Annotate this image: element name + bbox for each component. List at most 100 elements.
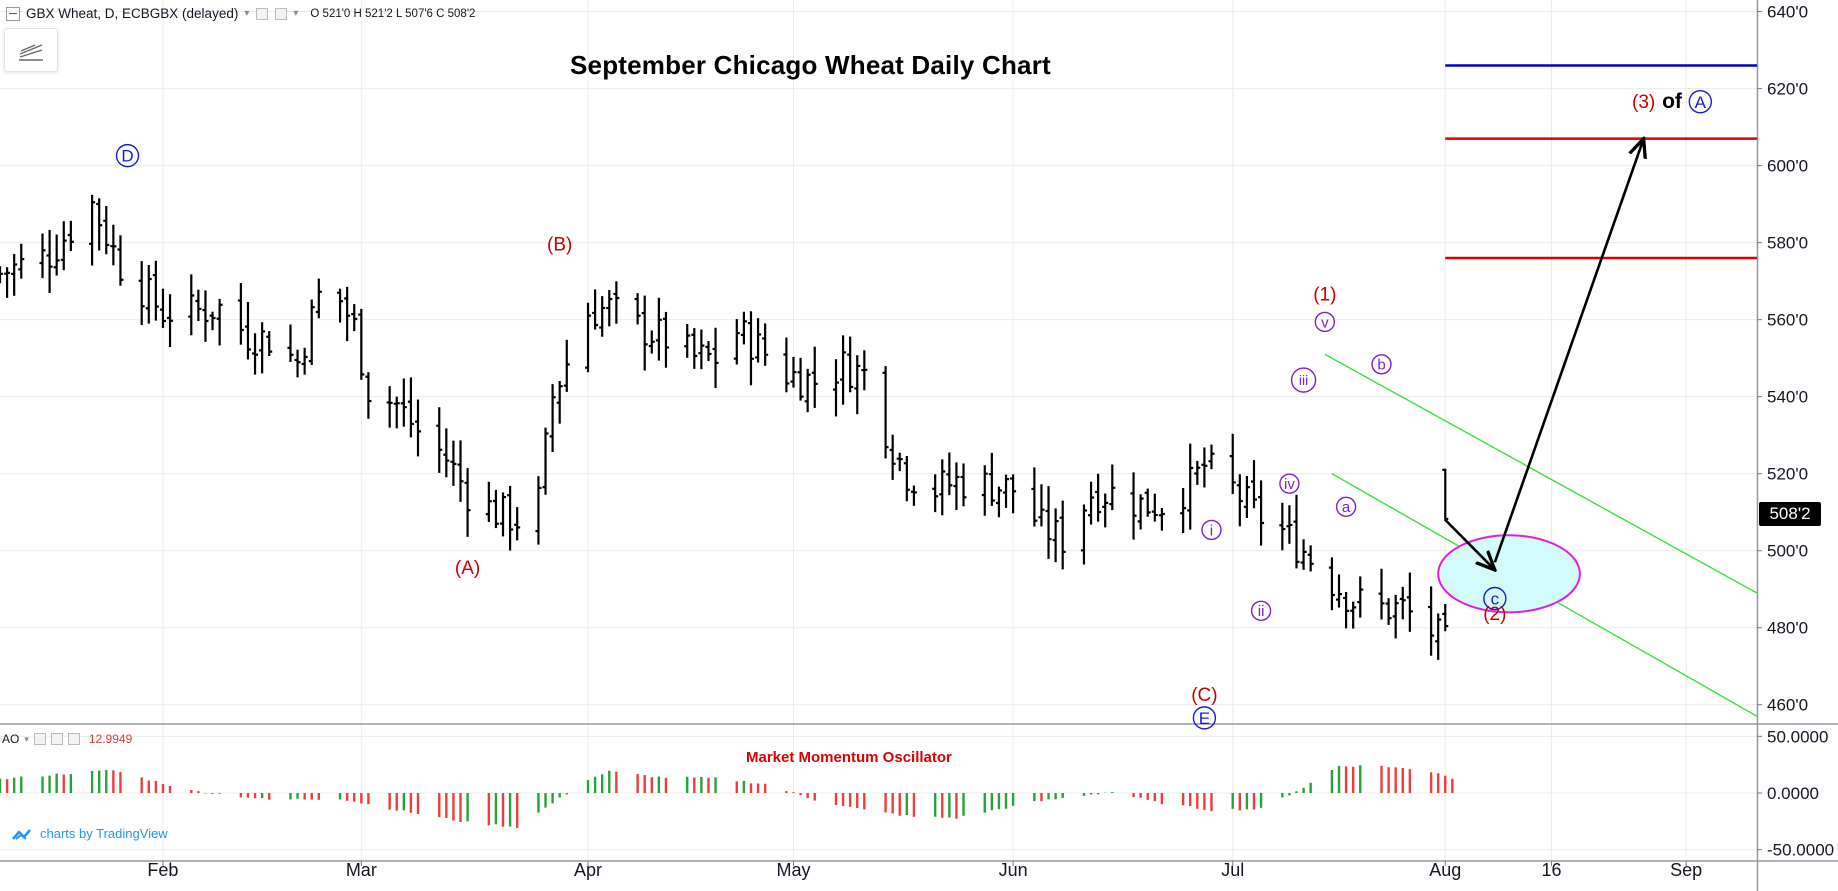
ohlc-bar — [450, 440, 457, 486]
price-axis-label: 500'0 — [1767, 542, 1808, 561]
ohlc-bar — [1158, 507, 1165, 531]
settings-icon[interactable] — [50, 733, 63, 745]
ohlc-bar — [1038, 484, 1045, 527]
ohlc-bar — [145, 265, 152, 324]
wave-label-circle — [1279, 473, 1300, 494]
collapse-icon[interactable] — [6, 6, 20, 21]
ohlc-bars — [0, 194, 1449, 660]
chevron-down-icon[interactable]: ▾ — [244, 8, 250, 19]
chart-header: GBX Wheat, D, ECBGBX (delayed) ▾ ▾ O 521… — [6, 6, 475, 21]
wave-label-circle — [1371, 354, 1392, 375]
ohlc-bar — [365, 372, 372, 419]
ohlc-bar — [1392, 594, 1399, 639]
chart-title: September Chicago Wheat Daily Chart — [570, 50, 1051, 80]
wave-label: of — [1662, 90, 1683, 113]
ohlc-bar — [535, 476, 542, 545]
ohlc-bar — [202, 290, 209, 342]
ohlc-bar — [457, 440, 464, 502]
ohlc-bar — [599, 296, 606, 337]
wave-label-circle — [1250, 600, 1272, 621]
ohlc-bar — [932, 474, 939, 513]
wave-label-circle — [1688, 90, 1713, 114]
wave-label: (1) — [1313, 284, 1336, 305]
ohlc-bar — [266, 331, 273, 356]
ohlc-bar — [1031, 467, 1038, 527]
ohlc-bar — [244, 302, 251, 360]
price-axis-label: 620'0 — [1767, 80, 1808, 99]
ohlc-bar — [1243, 476, 1250, 518]
ohlc-bar — [1180, 488, 1187, 534]
oscillator-name[interactable]: AO — [2, 732, 20, 746]
ohlc-bar — [889, 434, 896, 480]
oscillator-title: Market Momentum Oscillator — [746, 749, 952, 766]
chevron-down-icon[interactable]: ▾ — [24, 733, 29, 744]
ohlc-bar — [60, 221, 67, 271]
ohlc-bar — [648, 330, 655, 354]
ohlc-bar — [549, 384, 556, 452]
ohlc-bar — [1080, 504, 1087, 565]
ohlc-bar — [1151, 493, 1158, 522]
ohlc-bar — [1378, 568, 1385, 620]
ohlc-bar — [514, 507, 521, 541]
wave-label: (B) — [547, 234, 572, 255]
wave-label-circle — [1483, 586, 1507, 611]
ohlc-bar — [1194, 460, 1201, 485]
ohlc-bar — [684, 323, 691, 358]
ohlc-bar — [315, 278, 322, 319]
ohlc-bar — [188, 274, 195, 336]
wave-label: E — [1199, 709, 1210, 728]
more-icon[interactable]: ▾ — [293, 8, 299, 19]
oscillator-header: AO ▾ 12.9949 — [2, 732, 132, 746]
ohlc-bar — [1279, 502, 1286, 551]
tradingview-watermark[interactable]: charts by TradingView — [12, 826, 168, 841]
ohlc-bar — [1336, 574, 1343, 608]
visibility-toggle-icon[interactable] — [256, 7, 269, 20]
visibility-toggle-icon[interactable] — [33, 733, 46, 745]
ohlc-bar — [1052, 508, 1059, 563]
ohlc-bar — [1343, 591, 1350, 629]
ohlc-bar — [1286, 505, 1293, 544]
tradingview-logo-icon — [12, 828, 31, 840]
ohlc-bar — [344, 286, 351, 342]
ohlc-bar — [1130, 472, 1137, 540]
ohlc-bar — [662, 311, 669, 368]
wave-label: (A) — [455, 558, 480, 579]
symbol-label[interactable]: GBX Wheat, D, ECBGBX (delayed) — [26, 6, 239, 21]
oscillator-axis-label: -50.0000 — [1767, 841, 1834, 860]
ohlc-bar — [1095, 473, 1102, 522]
wave-label: iv — [1284, 476, 1295, 493]
ohlc-bar-last — [1442, 468, 1449, 521]
ohlc-bar — [308, 299, 315, 366]
close-icon[interactable] — [67, 733, 80, 745]
ohlc-bar — [804, 368, 811, 413]
ohlc-bar — [1258, 480, 1265, 546]
ohlc-bar — [351, 304, 358, 332]
ohlc-bar — [11, 254, 18, 296]
settings-icon[interactable] — [275, 7, 288, 20]
ohlc-bar — [1088, 481, 1095, 525]
ohlc-bar — [882, 366, 889, 459]
ohlc-bar — [39, 233, 46, 279]
wave-label: iii — [1299, 372, 1308, 388]
ohlc-bar — [613, 281, 620, 324]
ohlc-bar — [89, 194, 96, 266]
ohlc-bar — [903, 455, 910, 502]
ohlc-bar — [287, 324, 294, 363]
ohlc-bar — [1385, 598, 1392, 625]
ohlc-bar — [712, 327, 719, 389]
ohlc-bar — [400, 378, 407, 427]
ohlc-bar — [0, 266, 3, 284]
ohlc-bar — [1350, 601, 1357, 629]
ohlc-bar — [1144, 488, 1151, 517]
ohlc-bar — [910, 485, 917, 506]
ohlc-bar — [960, 463, 967, 507]
price-axis-label: 600'0 — [1767, 157, 1808, 176]
ohlc-bar — [507, 486, 514, 551]
drawing-tools-button[interactable] — [4, 28, 58, 72]
ohlc-bar — [138, 261, 145, 326]
ohlc-bar — [117, 235, 124, 286]
ohlc-bar — [1208, 444, 1215, 470]
watermark-text: charts by TradingView — [40, 826, 168, 841]
ohlc-bar — [294, 349, 301, 378]
